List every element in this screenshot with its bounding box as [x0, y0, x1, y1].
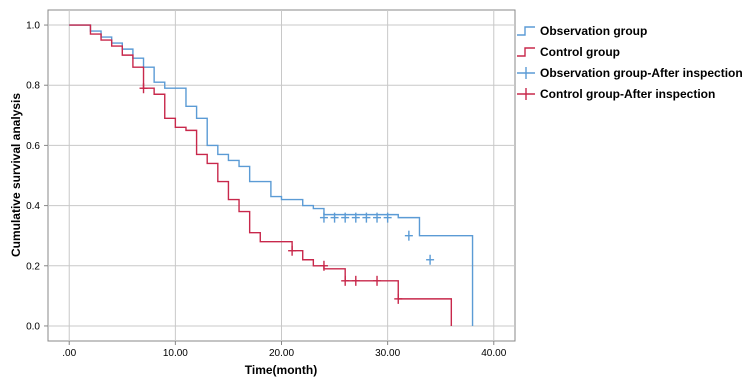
y-axis-ticks: 0.0 0.2 0.4 0.6 0.8 1.0: [26, 21, 48, 332]
x-tick-label: 10.00: [163, 348, 188, 359]
observation-censor-mark: [383, 212, 392, 223]
grid-lines: [48, 10, 515, 341]
y-tick-label: 0.4: [26, 201, 40, 212]
censor-marks: [139, 83, 435, 304]
legend-label: Control group-After inspection: [540, 87, 715, 101]
control-censor-mark: [288, 245, 297, 256]
y-axis-title: Cumulative survival analysis: [9, 93, 23, 257]
observation-censor-mark: [351, 212, 360, 223]
control-censor-mark: [341, 275, 350, 286]
legend-item: Control group: [517, 45, 620, 59]
legend: Observation group Control group Observatio…: [517, 24, 743, 101]
x-tick-label: .00: [62, 348, 76, 359]
y-tick-label: 0.0: [26, 321, 40, 332]
observation-censor-mark: [330, 212, 339, 223]
observation-censor-mark: [341, 212, 350, 223]
legend-item: Control group-After inspection: [517, 87, 715, 101]
x-axis-ticks: .00 10.00 20.00 30.00 40.00: [62, 341, 507, 359]
legend-label: Control group: [540, 45, 620, 59]
y-tick-label: 0.2: [26, 261, 40, 272]
observation-censor-mark: [426, 254, 435, 265]
control-censor-mark: [351, 275, 360, 286]
y-tick-label: 0.6: [26, 141, 40, 152]
y-tick-label: 0.8: [26, 81, 40, 92]
legend-symbol: [517, 26, 535, 36]
series-lines: [69, 24, 474, 326]
control-censor-mark: [319, 260, 328, 271]
x-tick-label: 20.00: [269, 348, 294, 359]
control-censor-mark: [373, 275, 382, 286]
legend-item: Observation group: [517, 24, 647, 38]
control-censor-mark: [139, 83, 148, 94]
legend-item: Observation group-After inspection: [517, 66, 743, 80]
observation-censor-mark: [373, 212, 382, 223]
legend-label: Observation group: [540, 24, 647, 38]
x-tick-label: 30.00: [375, 348, 400, 359]
control-censor-mark: [394, 293, 403, 304]
observation-censor-mark: [404, 230, 413, 241]
control-group-line: [69, 24, 453, 326]
x-axis-title: Time(month): [245, 363, 317, 377]
x-tick-label: 40.00: [481, 348, 506, 359]
legend-label: Observation group-After inspection: [540, 66, 743, 80]
observation-censor-mark: [319, 212, 328, 223]
plot-area: .00 10.00 20.00 30.00 40.00 0.0 0.2 0.4 0.6 0.8 1…: [26, 9, 516, 359]
y-tick-label: 1.0: [26, 21, 40, 32]
legend-symbol: [517, 47, 535, 57]
observation-censor-mark: [362, 212, 371, 223]
